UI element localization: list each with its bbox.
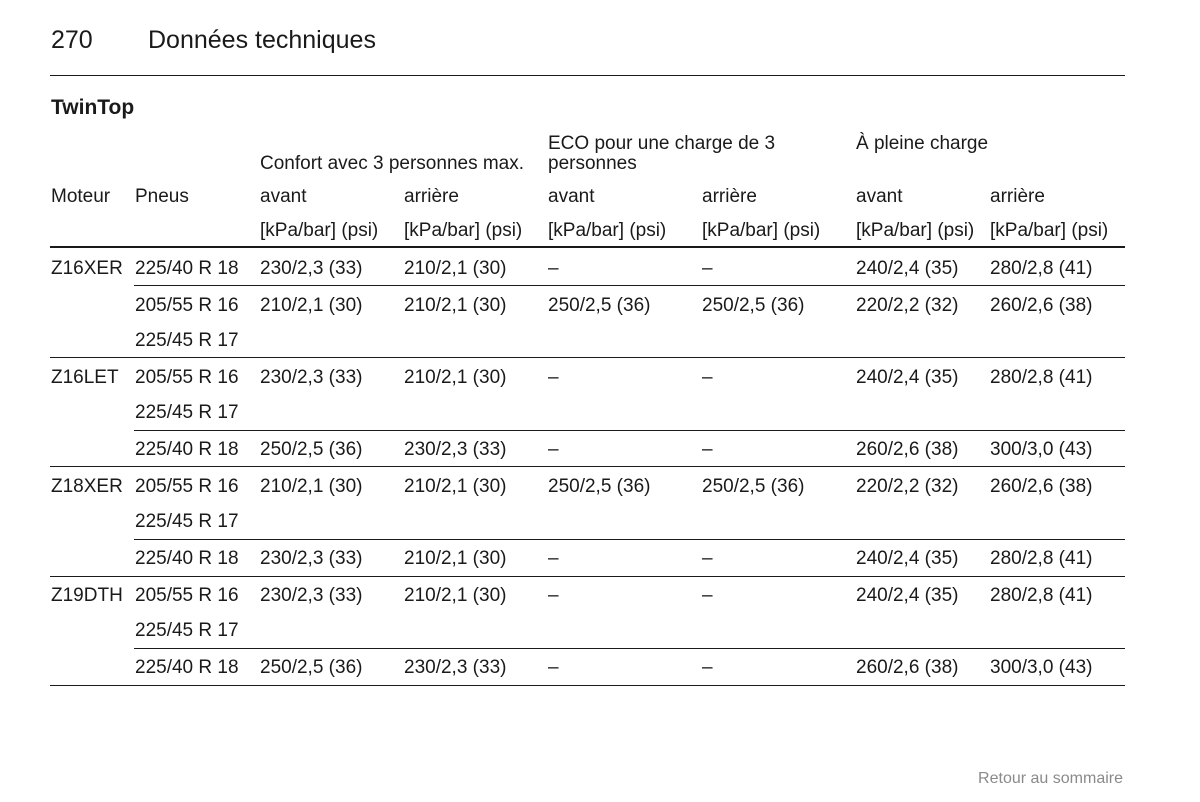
unit-label: [kPa/bar] (psi) xyxy=(404,220,523,241)
pressure-cell: 220/2,2 (32) xyxy=(856,295,959,316)
pressure-cell: – xyxy=(702,439,713,460)
pressure-cell: – xyxy=(548,258,559,279)
pressure-cell: 280/2,8 (41) xyxy=(990,258,1093,279)
pressure-cell: 230/2,3 (33) xyxy=(260,258,363,279)
pressure-cell: – xyxy=(548,585,559,606)
pressure-cell: 230/2,3 (33) xyxy=(260,585,363,606)
column-header-moteur: Moteur xyxy=(51,186,111,207)
column-header-arriere: arrière xyxy=(404,186,459,207)
section-title: TwinTop xyxy=(51,96,135,119)
pressure-cell: – xyxy=(702,367,713,388)
tyre-cell: 205/55 R 16 xyxy=(135,585,239,606)
column-header-avant: avant xyxy=(856,186,903,207)
pressure-cell: 210/2,1 (30) xyxy=(260,295,363,316)
engine-cell: Z16XER xyxy=(51,258,123,279)
pressure-cell: 300/3,0 (43) xyxy=(990,657,1093,678)
pressure-cell: 210/2,1 (30) xyxy=(404,585,507,606)
pressure-cell: 280/2,8 (41) xyxy=(990,585,1093,606)
row-divider xyxy=(50,466,1125,467)
pressure-cell: 210/2,1 (30) xyxy=(404,476,507,497)
pressure-cell: 210/2,1 (30) xyxy=(404,295,507,316)
pressure-cell: – xyxy=(702,657,713,678)
pressure-cell: – xyxy=(548,367,559,388)
pressure-cell: 250/2,5 (36) xyxy=(702,295,805,316)
unit-label: [kPa/bar] (psi) xyxy=(990,220,1109,241)
tyre-cell: 225/45 R 17 xyxy=(135,330,239,351)
unit-label: [kPa/bar] (psi) xyxy=(548,220,667,241)
pressure-cell: 210/2,1 (30) xyxy=(404,258,507,279)
tyre-cell: 225/45 R 17 xyxy=(135,511,239,532)
pressure-cell: 230/2,3 (33) xyxy=(404,439,507,460)
tyre-cell: 205/55 R 16 xyxy=(135,476,239,497)
engine-cell: Z18XER xyxy=(51,476,123,497)
table-bottom-rule xyxy=(50,685,1125,686)
pressure-cell: 260/2,6 (38) xyxy=(856,439,959,460)
pressure-cell: 240/2,4 (35) xyxy=(856,548,959,569)
pressure-cell: 240/2,4 (35) xyxy=(856,258,959,279)
pressure-cell: – xyxy=(548,657,559,678)
pressure-cell: 300/3,0 (43) xyxy=(990,439,1093,460)
column-header-arriere: arrière xyxy=(990,186,1045,207)
header-rule xyxy=(50,75,1125,76)
page-number: 270 xyxy=(51,26,93,54)
pressure-cell: – xyxy=(702,585,713,606)
pressure-cell: – xyxy=(702,548,713,569)
tyre-cell: 225/40 R 18 xyxy=(135,439,239,460)
group-header-confort: Confort avec 3 personnes max. xyxy=(260,153,525,174)
pressure-cell: – xyxy=(702,258,713,279)
row-divider xyxy=(134,539,1125,540)
tyre-cell: 205/55 R 16 xyxy=(135,295,239,316)
engine-cell: Z16LET xyxy=(51,367,119,388)
tyre-cell: 225/45 R 17 xyxy=(135,620,239,641)
pressure-cell: 280/2,8 (41) xyxy=(990,367,1093,388)
group-header-eco: ECO pour une charge de 3 personnes xyxy=(548,133,776,174)
pressure-cell: 250/2,5 (36) xyxy=(702,476,805,497)
pressure-cell: 250/2,5 (36) xyxy=(548,476,651,497)
column-header-arriere: arrière xyxy=(702,186,757,207)
chapter-title: Données techniques xyxy=(148,26,376,54)
row-divider xyxy=(134,648,1125,649)
row-divider xyxy=(50,576,1125,577)
row-divider xyxy=(134,430,1125,431)
column-header-avant: avant xyxy=(260,186,307,207)
pressure-cell: 260/2,6 (38) xyxy=(990,476,1093,497)
column-header-avant: avant xyxy=(548,186,595,207)
pressure-cell: 240/2,4 (35) xyxy=(856,367,959,388)
row-divider xyxy=(134,285,1125,286)
engine-cell: Z19DTH xyxy=(51,585,123,606)
pressure-cell: 250/2,5 (36) xyxy=(260,657,363,678)
unit-label: [kPa/bar] (psi) xyxy=(856,220,975,241)
tyre-cell: 225/40 R 18 xyxy=(135,548,239,569)
pressure-cell: 260/2,6 (38) xyxy=(990,295,1093,316)
tyre-cell: 205/55 R 16 xyxy=(135,367,239,388)
back-to-contents-link[interactable]: Retour au sommaire xyxy=(978,770,1123,787)
tyre-cell: 225/40 R 18 xyxy=(135,258,239,279)
pressure-cell: 260/2,6 (38) xyxy=(856,657,959,678)
pressure-cell: 210/2,1 (30) xyxy=(404,548,507,569)
unit-label: [kPa/bar] (psi) xyxy=(260,220,379,241)
pressure-cell: 240/2,4 (35) xyxy=(856,585,959,606)
pressure-cell: 220/2,2 (32) xyxy=(856,476,959,497)
row-divider xyxy=(50,357,1125,358)
pressure-cell: 210/2,1 (30) xyxy=(404,367,507,388)
group-header-pleine-charge: À pleine charge xyxy=(856,133,989,154)
pressure-cell: 280/2,8 (41) xyxy=(990,548,1093,569)
pressure-cell: 250/2,5 (36) xyxy=(548,295,651,316)
pressure-cell: 210/2,1 (30) xyxy=(260,476,363,497)
pressure-cell: – xyxy=(548,548,559,569)
tyre-cell: 225/45 R 17 xyxy=(135,402,239,423)
pressure-cell: – xyxy=(548,439,559,460)
table-header-rule xyxy=(50,246,1125,248)
pressure-cell: 230/2,3 (33) xyxy=(260,548,363,569)
pressure-cell: 230/2,3 (33) xyxy=(404,657,507,678)
unit-label: [kPa/bar] (psi) xyxy=(702,220,821,241)
tyre-cell: 225/40 R 18 xyxy=(135,657,239,678)
pressure-cell: 250/2,5 (36) xyxy=(260,439,363,460)
pressure-cell: 230/2,3 (33) xyxy=(260,367,363,388)
column-header-pneus: Pneus xyxy=(135,186,189,207)
